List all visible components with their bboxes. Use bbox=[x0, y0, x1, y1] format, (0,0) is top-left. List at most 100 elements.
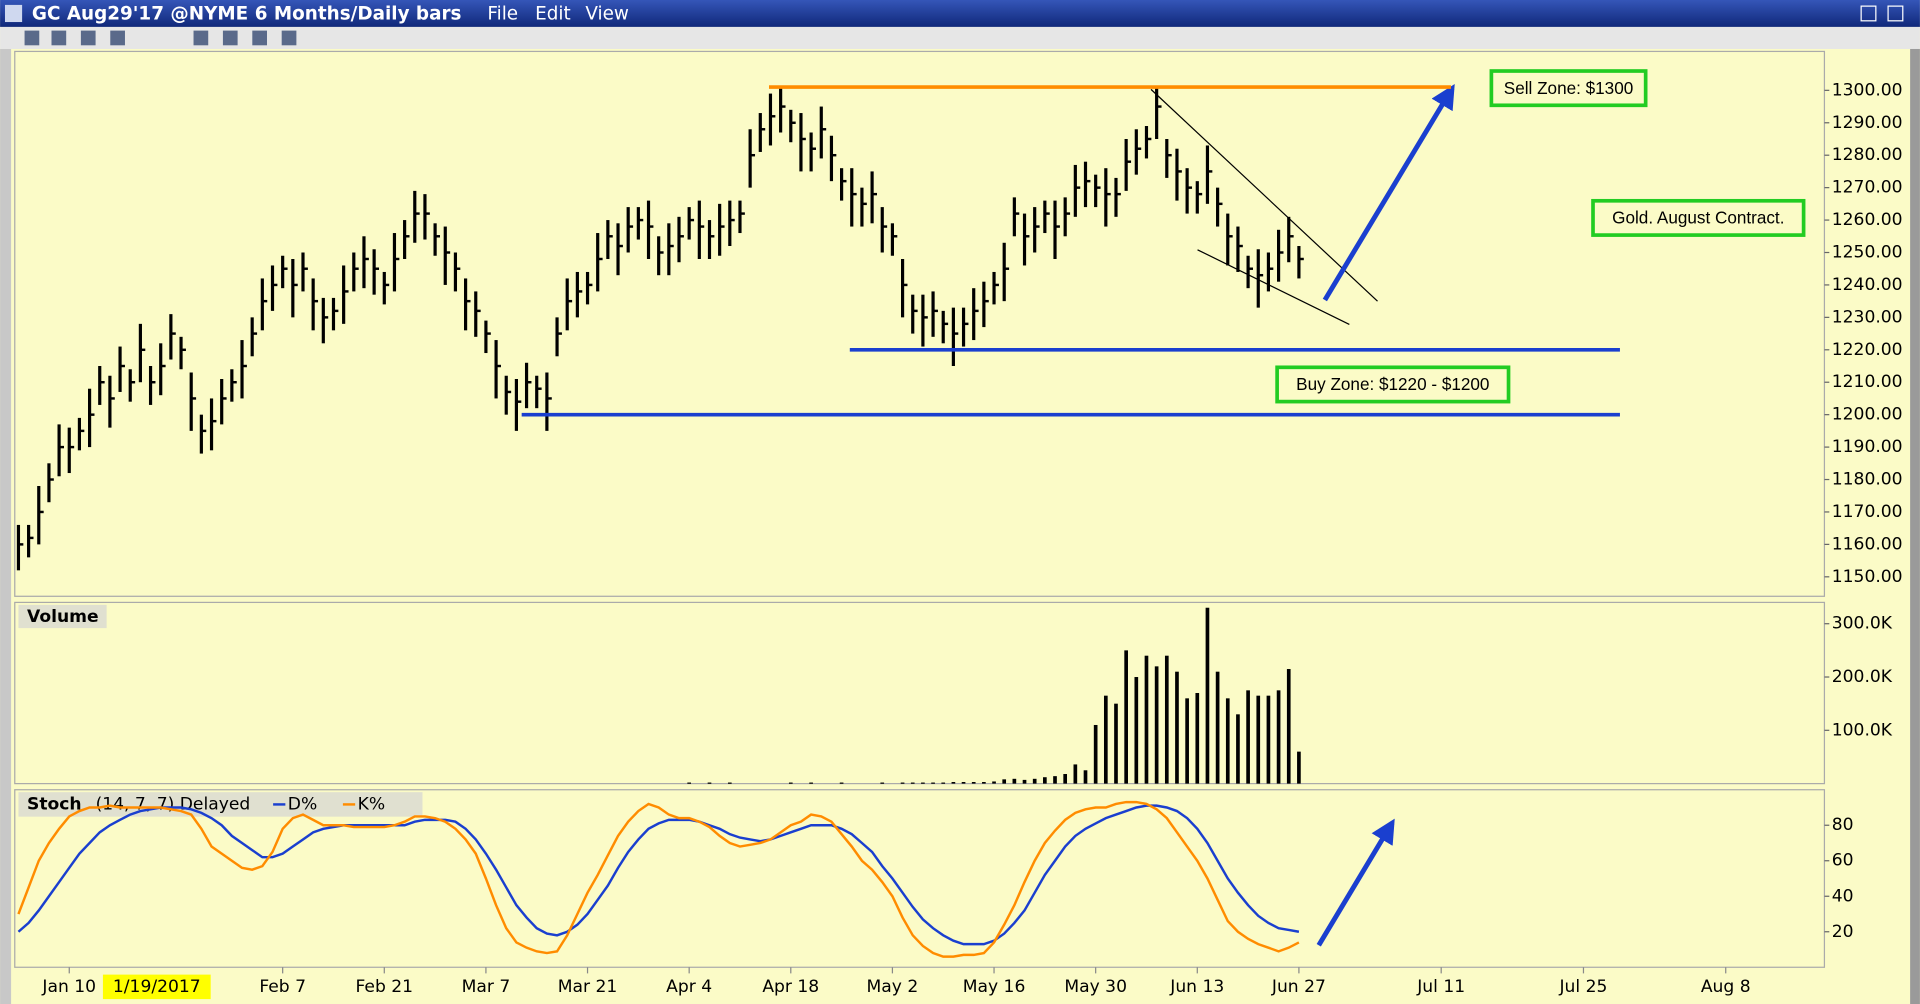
volume-bar bbox=[921, 782, 925, 784]
volume-bar bbox=[1083, 770, 1088, 784]
volume-bar bbox=[1236, 714, 1240, 784]
volume-bar bbox=[727, 782, 732, 784]
volume-bar bbox=[1286, 669, 1291, 784]
x-tick-label: Apr 4 bbox=[666, 977, 712, 997]
y-tick-label: 60 bbox=[1832, 851, 1854, 871]
x-tick-label: Apr 18 bbox=[762, 977, 819, 997]
x-tick-label: Jul 25 bbox=[1559, 977, 1608, 997]
volume-bar bbox=[1114, 703, 1118, 784]
x-tick-label: Mar 7 bbox=[462, 977, 511, 997]
y-tick-label: 1220.00 bbox=[1832, 340, 1903, 360]
y-tick-label: 40 bbox=[1832, 886, 1854, 906]
volume-bar bbox=[1215, 671, 1220, 784]
tool-icon[interactable] bbox=[80, 30, 96, 46]
x-tick-label: Mar 21 bbox=[558, 977, 618, 997]
volume-bar bbox=[1073, 764, 1078, 784]
annotation: Sell Zone: $1300 bbox=[1504, 78, 1633, 98]
volume-bar bbox=[788, 782, 793, 784]
trend-line bbox=[1150, 88, 1378, 302]
title-bar-bg bbox=[0, 0, 1920, 27]
volume-bar bbox=[1297, 751, 1301, 784]
x-tick-label: Jul 11 bbox=[1416, 977, 1465, 997]
close-button[interactable] bbox=[1887, 5, 1904, 22]
tool-icon[interactable] bbox=[193, 30, 209, 46]
y-tick-label: 1170.00 bbox=[1832, 502, 1903, 522]
x-tick-label: May 16 bbox=[963, 977, 1026, 997]
volume-bar bbox=[910, 782, 915, 784]
volume-bar bbox=[1002, 779, 1007, 784]
panel-frames bbox=[14, 50, 1826, 968]
volume-bar bbox=[1266, 695, 1271, 784]
y-tick-label: 80 bbox=[1832, 815, 1854, 835]
volume-bar bbox=[961, 782, 966, 784]
y-tick-label: 1270.00 bbox=[1832, 178, 1903, 198]
toolbar bbox=[0, 26, 1920, 49]
annotation-box bbox=[1489, 69, 1648, 108]
volume-bar bbox=[1124, 650, 1128, 784]
drawings bbox=[1150, 83, 1455, 947]
volume-bar bbox=[1164, 655, 1169, 784]
annotation-box bbox=[1275, 365, 1511, 404]
y-tick-label: 1300.00 bbox=[1832, 80, 1903, 100]
y-tick-label: 1290.00 bbox=[1832, 113, 1903, 133]
minimize-button[interactable] bbox=[1860, 5, 1877, 22]
y-tick-label: 100.0K bbox=[1832, 720, 1893, 740]
panel-title: Volume bbox=[27, 607, 99, 627]
stoch-panel bbox=[14, 789, 1826, 968]
symbol[interactable]: GC Aug29'17 @NYME bbox=[32, 4, 248, 25]
panel-title: Stoch bbox=[27, 794, 82, 814]
tool-icon[interactable] bbox=[281, 30, 297, 46]
arrow bbox=[1316, 818, 1395, 947]
volume-bar bbox=[951, 782, 956, 784]
volume-bar bbox=[1053, 776, 1057, 784]
toolbar-icons bbox=[24, 30, 297, 46]
volume-bar bbox=[931, 782, 935, 784]
left-strip bbox=[0, 48, 12, 1004]
y-tick-label: 1200.00 bbox=[1832, 405, 1903, 425]
y-tick-label: 1190.00 bbox=[1832, 437, 1903, 457]
tool-icon[interactable] bbox=[110, 30, 125, 46]
stoch-line bbox=[17, 800, 1300, 958]
x-tick-label: May 30 bbox=[1064, 977, 1127, 997]
volume-bar bbox=[707, 782, 712, 784]
panel-label-bg bbox=[18, 604, 107, 629]
title-bar: GC Aug29'17 @NYME 6 Months/Daily bars Fi… bbox=[0, 0, 1920, 27]
panel-subtitle: (14, 7, 7) Delayed bbox=[96, 794, 251, 814]
volume-bar bbox=[1103, 695, 1108, 784]
menu-item[interactable]: Edit bbox=[535, 4, 571, 25]
tool-icon[interactable] bbox=[51, 30, 67, 46]
volume-bar bbox=[971, 782, 976, 784]
y-tick-label: 300.0K bbox=[1832, 614, 1893, 634]
volume-bar bbox=[1144, 655, 1149, 784]
y-tick-label: 1250.00 bbox=[1832, 243, 1903, 263]
volume-bar bbox=[1012, 778, 1017, 784]
cursor-label-bg bbox=[102, 974, 211, 1000]
tool-icon[interactable] bbox=[252, 30, 267, 46]
menu-item[interactable]: View bbox=[585, 4, 629, 25]
y-tick-label: 20 bbox=[1832, 922, 1854, 942]
volume-bar bbox=[1175, 671, 1179, 784]
menu-item[interactable]: File bbox=[487, 4, 518, 25]
volume-bar bbox=[1246, 690, 1250, 784]
y-tick-label: 1160.00 bbox=[1832, 534, 1903, 554]
y-tick-label: 1210.00 bbox=[1832, 372, 1903, 392]
x-tick-label: Jun 27 bbox=[1271, 977, 1326, 997]
y-tick-label: 1240.00 bbox=[1832, 275, 1903, 295]
x-tick-label: Feb 7 bbox=[259, 977, 306, 997]
annotation: Gold. August Contract. bbox=[1612, 208, 1784, 228]
tool-icon[interactable] bbox=[24, 30, 40, 46]
y-tick-label: 1230.00 bbox=[1832, 307, 1903, 327]
volume-bar bbox=[1276, 690, 1281, 784]
tool-icon[interactable] bbox=[222, 30, 238, 46]
legend-label: D% bbox=[288, 794, 317, 814]
volume-bar bbox=[1256, 695, 1261, 784]
right-border bbox=[1910, 48, 1920, 1004]
volume-bar bbox=[1022, 779, 1027, 784]
volume-bar bbox=[687, 782, 692, 784]
period[interactable]: 6 Months/Daily bars bbox=[255, 4, 462, 25]
volume-bar bbox=[1063, 774, 1068, 784]
x-tick-label: Aug 8 bbox=[1701, 977, 1751, 997]
volume-bar bbox=[809, 782, 813, 784]
